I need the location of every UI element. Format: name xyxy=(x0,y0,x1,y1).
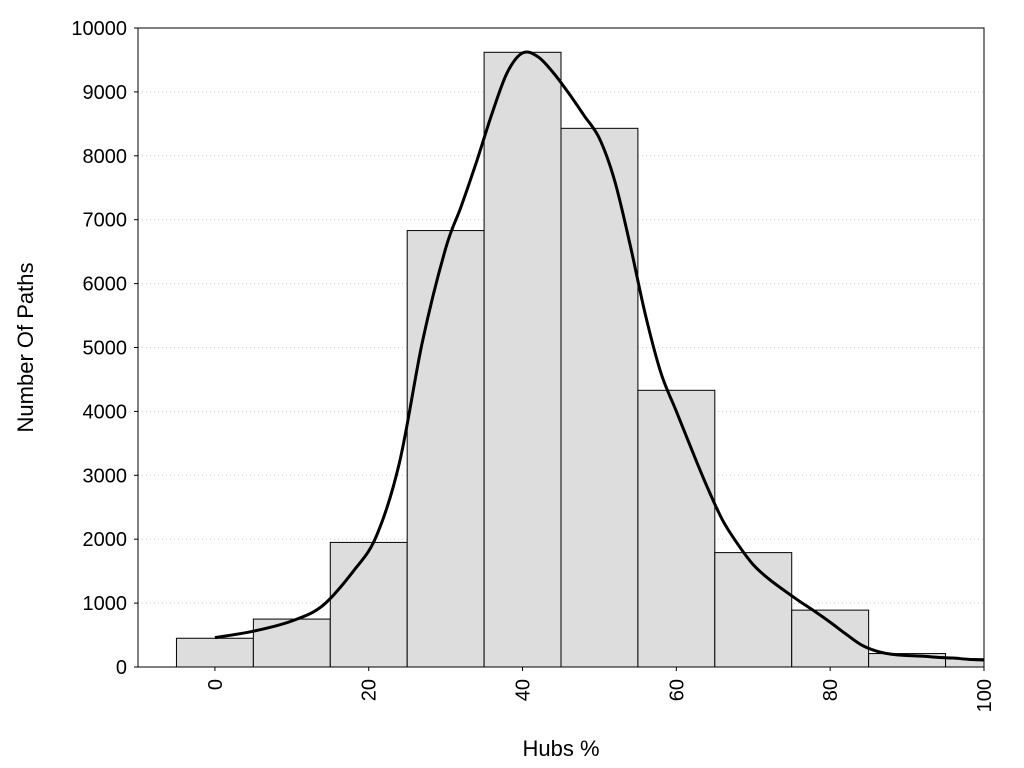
histogram-bars xyxy=(175,51,985,668)
x-axis-ticks: 0 20 40 60 80 100 xyxy=(205,667,996,712)
bar-8 xyxy=(791,609,870,668)
x-tick-label-4: 80 xyxy=(820,679,842,701)
density-curve-layer xyxy=(214,50,985,662)
y-axis-ticks: 0 1000 2000 3000 4000 5000 6000 7000 8000 9000 100… xyxy=(71,18,138,679)
y-tick-label-10: 10000 xyxy=(71,18,127,40)
y-tick-label-4: 4000 xyxy=(83,401,128,423)
y-axis-title: Number Of Paths xyxy=(13,263,38,433)
bar-5 xyxy=(560,127,639,668)
x-tick-label-5: 100 xyxy=(974,679,996,712)
bar-1 xyxy=(252,618,331,668)
bar-2 xyxy=(329,541,408,668)
bar-3 xyxy=(406,230,485,668)
bar-6 xyxy=(637,389,716,668)
bar-0 xyxy=(175,637,254,668)
bar-4 xyxy=(483,51,562,668)
y-tick-label-1: 1000 xyxy=(83,593,128,615)
x-tick-label-0: 0 xyxy=(205,679,227,690)
y-tick-label-9: 9000 xyxy=(83,82,128,104)
density-curve xyxy=(214,50,985,662)
y-tick-label-7: 7000 xyxy=(83,210,128,232)
x-tick-label-1: 20 xyxy=(359,679,381,701)
y-tick-label-3: 3000 xyxy=(83,465,128,487)
y-tick-label-2: 2000 xyxy=(83,529,128,551)
y-tick-label-0: 0 xyxy=(116,657,127,679)
x-axis-title: Hubs % xyxy=(522,736,599,761)
y-tick-label-5: 5000 xyxy=(83,338,128,360)
y-tick-label-6: 6000 xyxy=(83,274,128,296)
x-tick-label-2: 40 xyxy=(513,679,535,701)
bar-7 xyxy=(714,552,793,668)
grid-lines xyxy=(138,91,984,604)
x-tick-label-3: 60 xyxy=(666,679,688,701)
y-tick-label-8: 8000 xyxy=(83,146,128,168)
